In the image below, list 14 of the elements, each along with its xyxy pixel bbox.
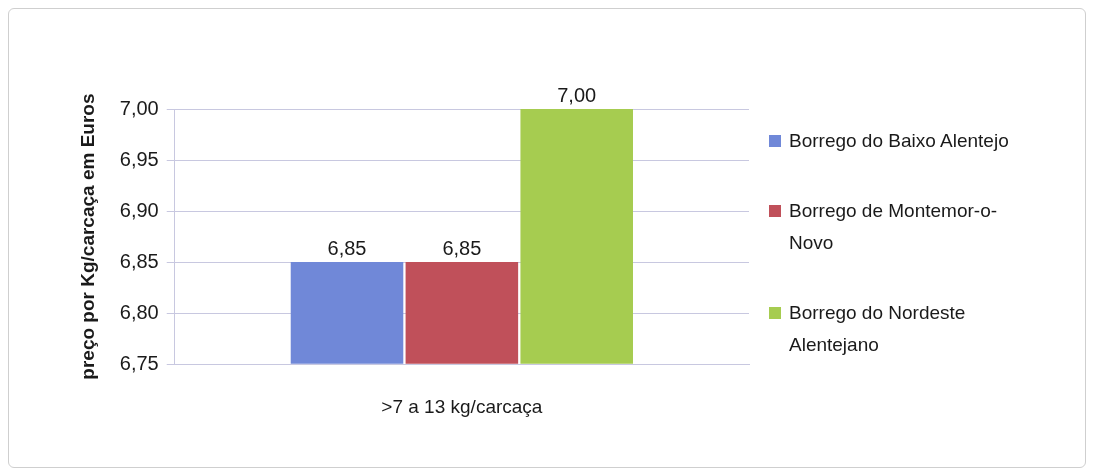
- legend-label: Borrego do Baixo Alentejo: [789, 129, 1010, 153]
- x-tick-label: >7 a 13 kg/carcaça: [381, 395, 543, 417]
- data-label: 6,85: [442, 236, 482, 259]
- y-tick-label: 6,75: [119, 351, 159, 374]
- data-label: 6,85: [327, 236, 367, 259]
- y-tick-label: 6,95: [119, 147, 159, 170]
- y-tick-label: 6,85: [119, 249, 159, 272]
- y-tick-label: 6,90: [119, 198, 159, 221]
- legend-label: Borrego do Nordeste Alentejano: [789, 301, 967, 357]
- data-label: 7,00: [557, 83, 597, 106]
- y-tick-label: 7,00: [119, 96, 159, 119]
- legend-label: Borrego de Montemor-o-Novo: [789, 199, 999, 255]
- y-tick-label: 6,80: [119, 300, 159, 323]
- y-axis-title: preço por Kg/carcaça em Euros: [76, 93, 98, 380]
